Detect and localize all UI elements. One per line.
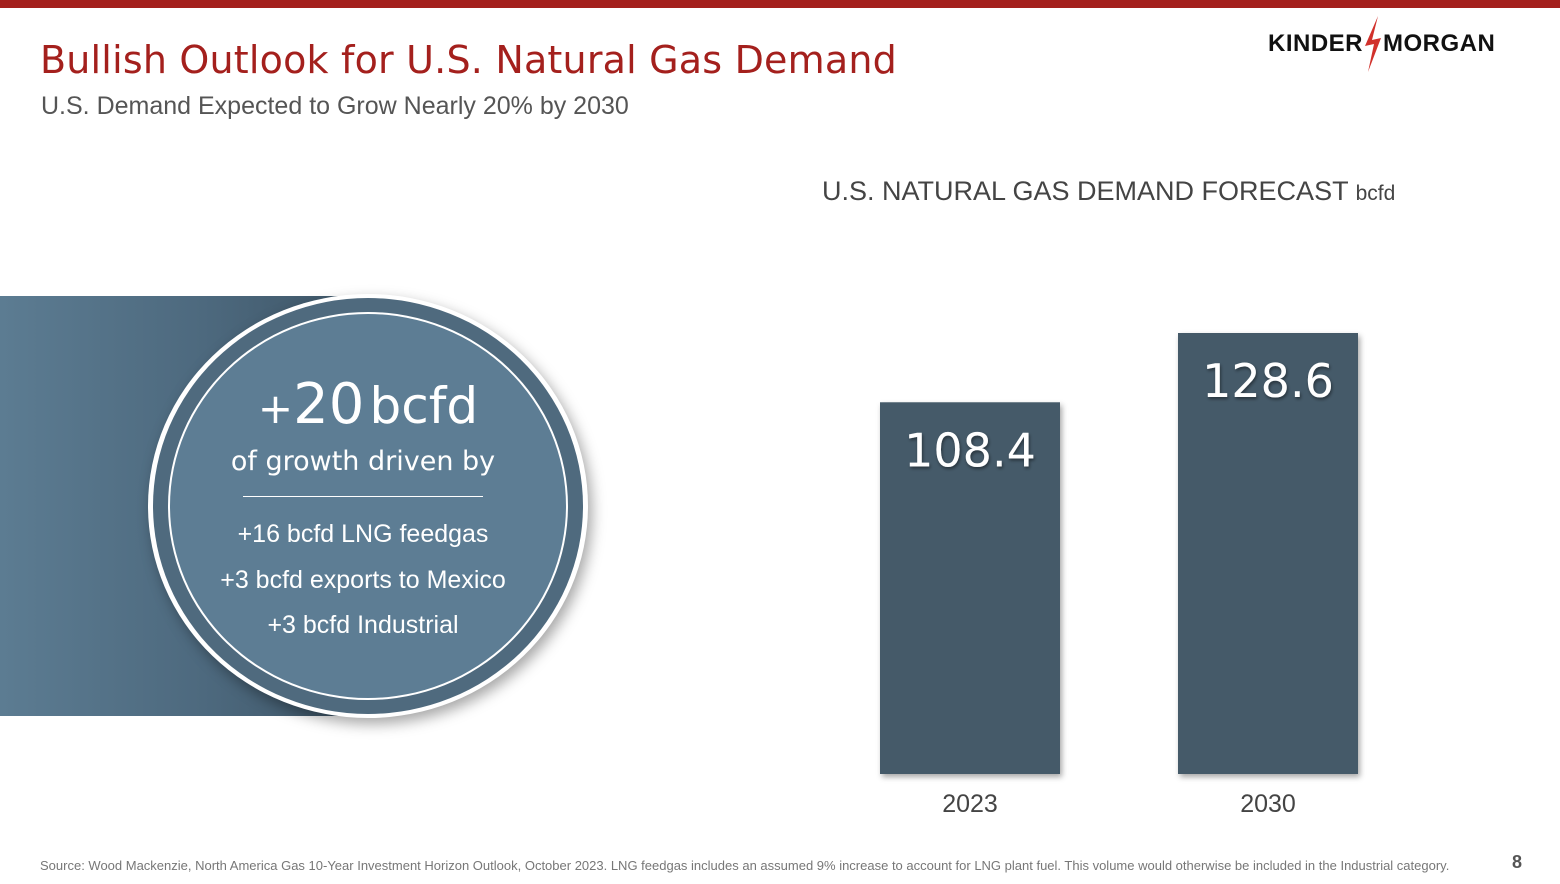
page-subtitle: U.S. Demand Expected to Grow Nearly 20% … xyxy=(41,92,629,120)
growth-number: 20 xyxy=(293,372,365,437)
growth-label: of growth driven by xyxy=(230,446,496,477)
category-label-2023: 2023 xyxy=(942,790,998,818)
category-label-2030: 2030 xyxy=(1240,790,1296,818)
demand-bar-chart: 108.4 2023 128.6 2030 xyxy=(880,333,1358,818)
page-title: Bullish Outlook for U.S. Natural Gas Dem… xyxy=(40,38,897,82)
lightning-bolt-icon xyxy=(1365,16,1382,72)
top-accent-bar xyxy=(0,0,1560,8)
driver-mexico: +3 bcfd exports to Mexico xyxy=(220,566,506,594)
callout-circle xyxy=(168,312,568,700)
logo-left-word: KINDER xyxy=(1268,30,1364,57)
callout-divider xyxy=(243,496,483,497)
chart-title: U.S. NATURAL GAS DEMAND FORECAST bcfd xyxy=(822,176,1395,207)
chart-title-unit: bcfd xyxy=(1355,182,1396,205)
page-number: 8 xyxy=(1512,852,1523,872)
logo-right-word: MORGAN xyxy=(1383,30,1496,57)
bar-2030 xyxy=(1178,333,1358,774)
driver-lng: +16 bcfd LNG feedgas xyxy=(237,520,489,548)
growth-unit: bcfd xyxy=(369,377,479,435)
bar-2023 xyxy=(880,402,1060,774)
growth-plus-sign: + xyxy=(257,384,294,433)
data-label-2030: 128.6 xyxy=(1202,354,1334,408)
kinder-morgan-logo: KINDER MORGAN xyxy=(1268,16,1528,72)
source-footnote: Source: Wood Mackenzie, North America Ga… xyxy=(40,858,1450,873)
driver-industrial: +3 bcfd Industrial xyxy=(267,611,459,639)
chart-title-text: U.S. NATURAL GAS DEMAND FORECAST xyxy=(822,176,1349,206)
data-label-2023: 108.4 xyxy=(904,423,1036,477)
growth-value: +20 bcfd xyxy=(168,372,568,437)
